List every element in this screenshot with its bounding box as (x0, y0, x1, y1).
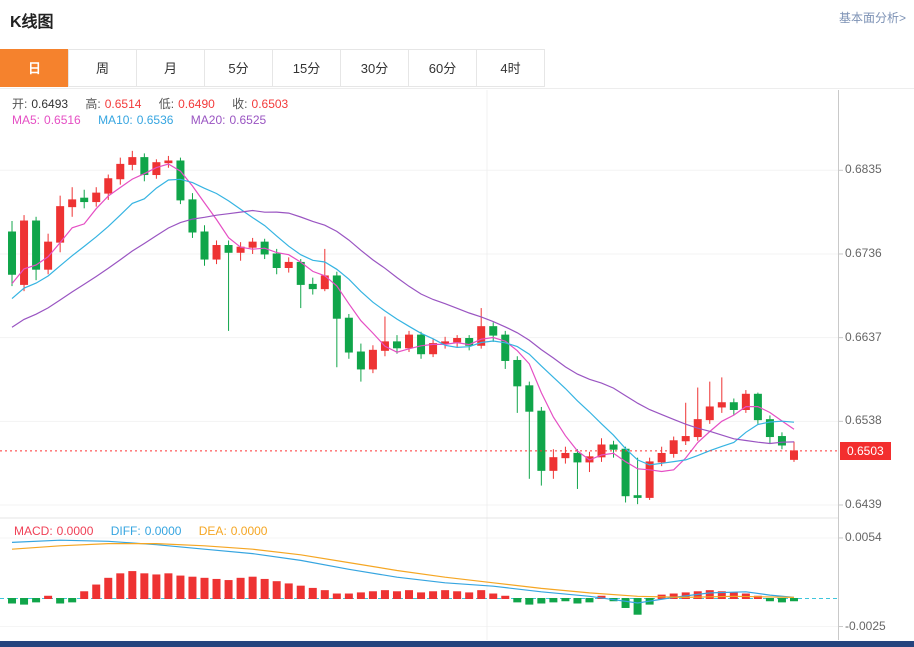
y-axis-tick-label: 0.0054 (845, 529, 882, 544)
tab-month[interactable]: 月 (136, 49, 205, 87)
y-axis-tick-label: 0.6538 (845, 413, 882, 428)
timeframe-tabs: 日 周 月 5分 15分 30分 60分 4时 (0, 49, 914, 89)
y-axis-tick-label: 0.6439 (845, 497, 882, 511)
ma5-label: MA5: (12, 113, 41, 127)
bottom-divider-bar (0, 641, 914, 647)
dea-label: DEA: (198, 524, 227, 538)
macd-legend: MACD: 0.0000 DIFF: 0.0000 DEA: 0.0000 (14, 524, 271, 538)
open-label: 开: (12, 97, 28, 111)
tab-day[interactable]: 日 (0, 49, 69, 87)
ma10-value: 0.6536 (136, 113, 174, 127)
tab-week[interactable]: 周 (68, 49, 137, 87)
tab-30min[interactable]: 30分 (340, 49, 409, 87)
ma20-value: 0.6525 (229, 113, 267, 127)
close-label: 收: (232, 97, 248, 111)
ma20-label: MA20: (190, 113, 226, 127)
header: K线图 基本面分析> (0, 0, 914, 40)
y-axis-tick-label: 0.6637 (845, 329, 882, 344)
low-label: 低: (158, 97, 175, 111)
tab-60min[interactable]: 60分 (408, 49, 477, 87)
tab-5min[interactable]: 5分 (204, 49, 273, 87)
tab-4hour[interactable]: 4时 (476, 49, 545, 87)
tab-15min[interactable]: 15分 (272, 49, 341, 87)
dea-value: 0.0000 (230, 524, 268, 538)
close-value: 0.6503 (251, 97, 289, 111)
high-label: 高: (85, 97, 101, 111)
ohlc-legend: 开: 0.6493 高: 0.6514 低: 0.6490 收: 0.6503 (12, 95, 292, 112)
ma10-label: MA10: (98, 113, 133, 127)
diff-value: 0.0000 (144, 524, 182, 538)
ma5-value: 0.6516 (44, 113, 81, 127)
macd-value: 0.0000 (56, 524, 94, 538)
open-value: 0.6493 (31, 97, 69, 111)
y-axis-tick-label: 0.6736 (845, 245, 882, 260)
y-axis-tick-label: 0.6835 (845, 162, 882, 177)
y-axis-tick-label: -0.0025 (845, 618, 886, 633)
low-value: 0.6490 (178, 97, 215, 111)
page-title: K线图 (10, 14, 54, 31)
diff-label: DIFF: (110, 524, 141, 538)
fundamental-analysis-link[interactable]: 基本面分析> (838, 11, 906, 25)
current-price-tag: 0.6503 (840, 441, 891, 460)
macd-label: MACD: (14, 524, 53, 538)
ma-legend: MA5: 0.6516 MA10: 0.6536 MA20: 0.6525 (12, 113, 270, 127)
high-value: 0.6514 (104, 97, 142, 111)
